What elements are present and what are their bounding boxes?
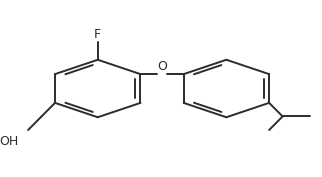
Text: OH: OH	[0, 135, 19, 148]
Text: F: F	[94, 28, 101, 41]
Text: O: O	[157, 60, 167, 73]
